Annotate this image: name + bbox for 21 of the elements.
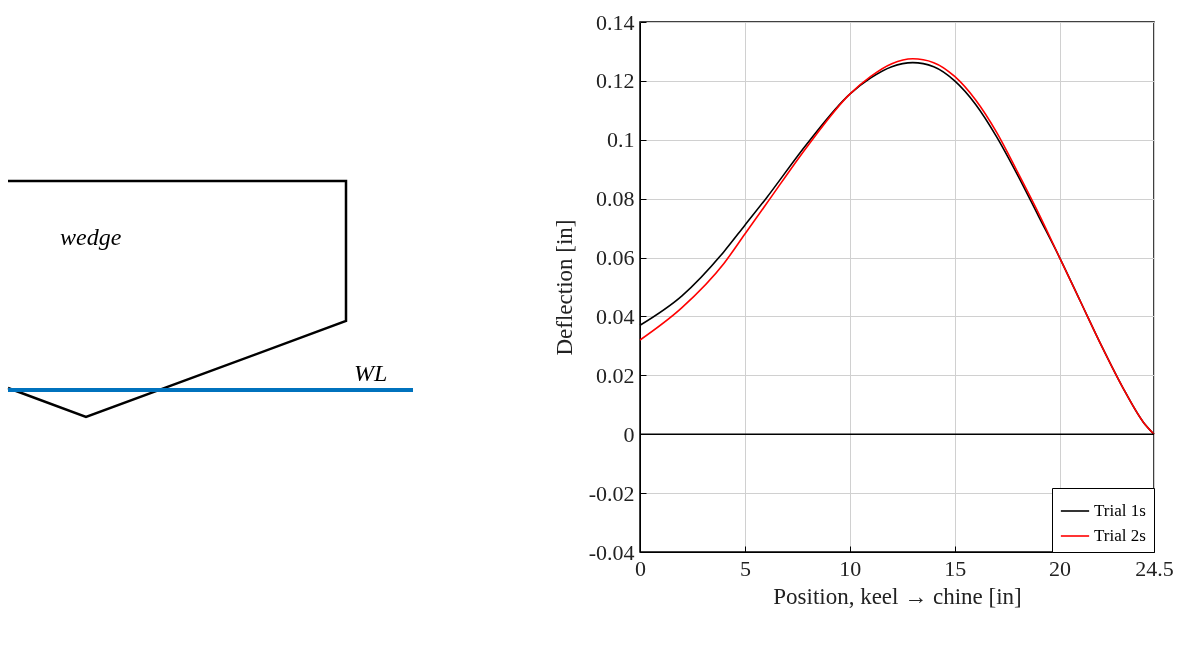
y-tick-label: 0.06 [596, 245, 635, 271]
x-axis-title: Position, keel → chine [in] [773, 583, 1022, 609]
x-tick-label: 5 [739, 555, 751, 581]
y-tick-label: -0.04 [588, 539, 635, 565]
x-tick-label: 10 [839, 555, 862, 581]
y-axis-title: Deflection [in] [551, 219, 577, 356]
x-tick-label: 24.5 [1135, 555, 1174, 581]
y-tick-label: 0 [623, 421, 635, 447]
y-tick-label: 0.04 [596, 303, 635, 329]
y-tick-label: 0.1 [607, 127, 635, 153]
text: WL [354, 360, 388, 387]
legend-label: Trial 2s [1094, 526, 1146, 545]
legend-label: Trial 1s [1094, 501, 1146, 520]
text: wedge [60, 224, 122, 251]
y-tick-label: 0.12 [596, 68, 635, 94]
x-tick-label: 20 [1049, 555, 1072, 581]
y-tick-label: 0.08 [596, 186, 635, 212]
y-tick-label: 0.02 [596, 362, 635, 388]
y-tick-label: 0.14 [596, 9, 635, 35]
x-tick-label: 15 [944, 555, 967, 581]
y-tick-label: -0.02 [588, 480, 635, 506]
